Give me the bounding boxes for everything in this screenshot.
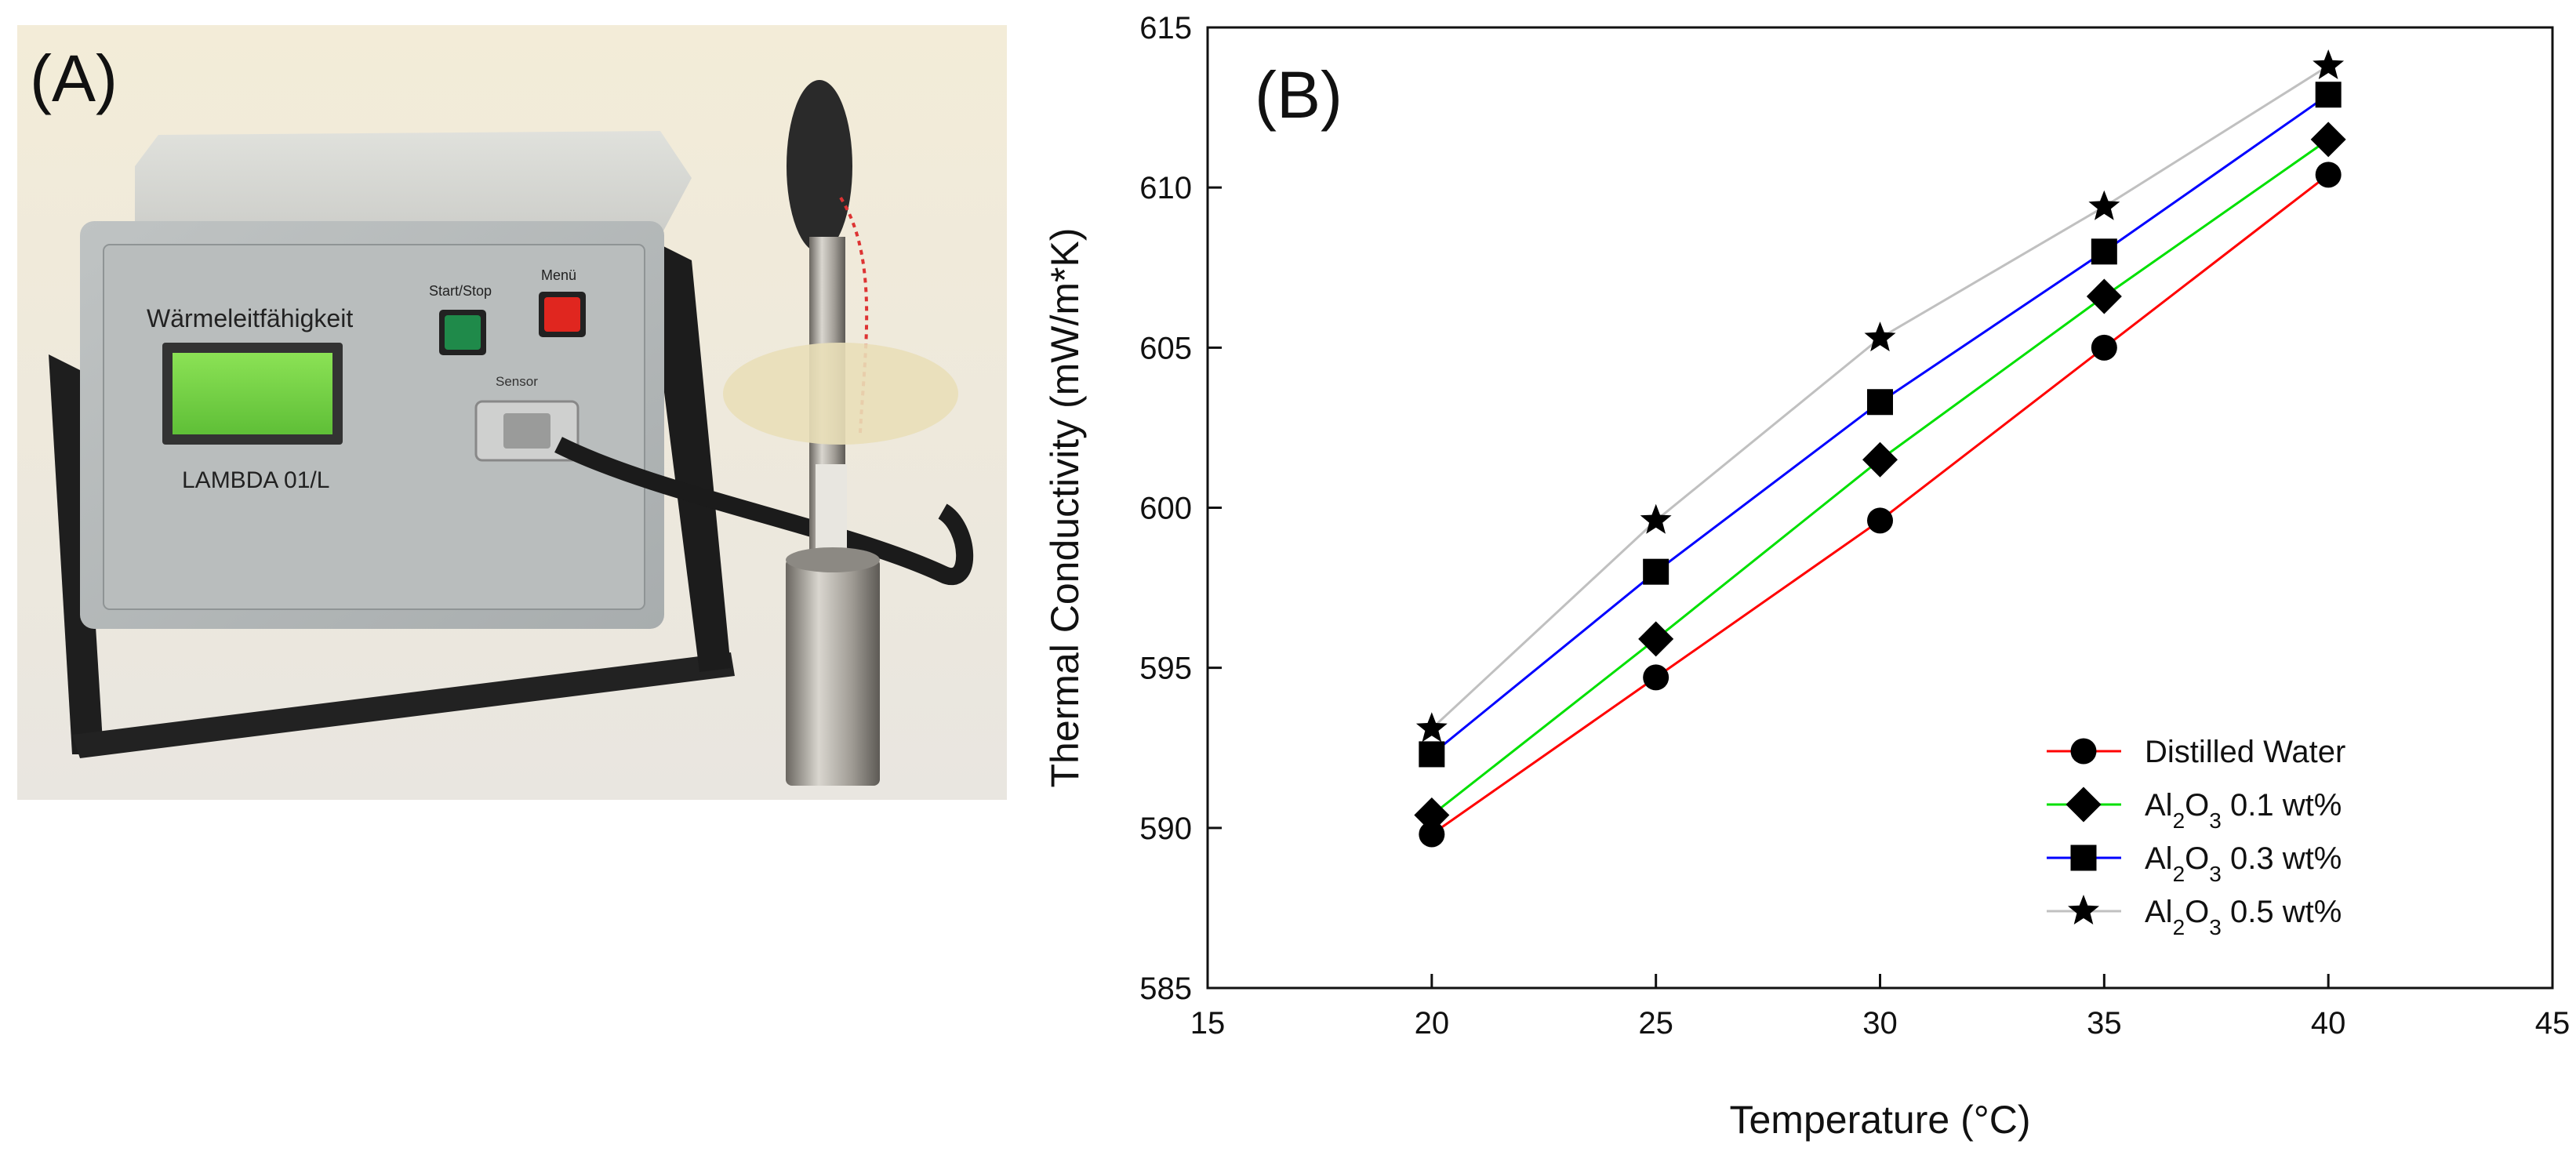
data-point-3-4: [2313, 49, 2345, 79]
panel-a-label: (A): [30, 42, 118, 115]
y-tick-label: 615: [1139, 11, 1192, 45]
menu-button: [544, 297, 580, 332]
start-stop-label: Start/Stop: [429, 283, 492, 299]
y-tick-label: 605: [1139, 331, 1192, 365]
chart-panel: 15 20 25 30 35 40 45 585 590 595 600 605 610 615 Dist…: [1019, 0, 2576, 1162]
legend: Distilled Water Al2O3 0.1 wt% Al2O3 0.3 wt…: [2047, 735, 2345, 939]
legend-entry-1: Al2O3 0.1 wt%: [2145, 788, 2342, 833]
series-markers: [1414, 49, 2346, 848]
probe-disc: [723, 343, 958, 445]
legend-entry-3: Al2O3 0.5 wt%: [2145, 895, 2342, 939]
data-point-0-4: [2315, 162, 2342, 188]
x-tick-label: 35: [2087, 1006, 2122, 1041]
x-tick-label: 20: [1415, 1006, 1450, 1041]
thermal-conductivity-chart: 15 20 25 30 35 40 45 585 590 595 600 605 610 615 Dist…: [1043, 11, 2570, 1142]
data-point-3-1: [1640, 503, 1672, 534]
y-tick-label: 590: [1139, 812, 1192, 846]
legend-entry-0: Distilled Water: [2145, 735, 2345, 769]
x-tick-label: 40: [2311, 1006, 2346, 1041]
series-line-2: [1430, 93, 2330, 756]
x-tick-label: 30: [1862, 1006, 1898, 1041]
y-tick-label: 610: [1139, 171, 1192, 205]
menu-label: Menü: [541, 267, 576, 283]
data-point-3-2: [1864, 321, 1896, 352]
data-point-0-1: [1643, 664, 1669, 691]
data-point-0-3: [2091, 334, 2117, 361]
legend-marker-1: [2066, 786, 2102, 823]
lcd-display: [173, 353, 332, 434]
x-tick-label: 25: [1638, 1006, 1673, 1041]
probe-holder: [787, 80, 852, 252]
data-point-2-3: [2091, 238, 2117, 265]
legend-marker-3: [2068, 895, 2099, 924]
x-tick-label: 15: [1190, 1006, 1226, 1041]
legend-marker-2: [2070, 845, 2097, 871]
data-point-2-0: [1419, 741, 1445, 768]
device-title-text: Wärmeleitfähigkeit: [147, 304, 353, 332]
data-point-2-1: [1643, 558, 1669, 585]
panel-b-label: (B): [1255, 58, 1342, 132]
data-point-1-0: [1414, 797, 1450, 833]
x-tick-label: 45: [2535, 1006, 2571, 1041]
data-point-2-2: [1867, 389, 1893, 416]
data-point-1-4: [2310, 122, 2346, 158]
x-axis-label: Temperature (°C): [1730, 1098, 2031, 1142]
device-model-text: LAMBDA 01/L: [182, 467, 329, 493]
data-point-1-2: [1862, 441, 1898, 478]
data-point-3-3: [2088, 190, 2120, 220]
legend-entry-2: Al2O3 0.3 wt%: [2145, 841, 2342, 886]
legend-marker-0: [2070, 738, 2097, 765]
sensor-label: Sensor: [496, 374, 538, 389]
y-tick-label: 585: [1139, 972, 1192, 1006]
start-stop-button: [445, 315, 481, 350]
data-point-1-3: [2086, 278, 2122, 314]
device-photo: Wärmeleitfähigkeit LAMBDA 01/L Start/Sto…: [17, 25, 1007, 800]
probe-cylinder: [786, 558, 880, 786]
y-axis-label: Thermal Conductivity (mW/m*K): [1043, 228, 1087, 788]
data-point-0-0: [1419, 821, 1445, 848]
chart-axes: 15 20 25 30 35 40 45 585 590 595 600 605 610 615: [1139, 11, 2570, 1041]
data-point-2-4: [2315, 82, 2342, 108]
data-point-0-2: [1867, 507, 1893, 534]
data-point-1-1: [1638, 621, 1674, 657]
y-tick-label: 595: [1139, 652, 1192, 686]
data-point-3-0: [1415, 712, 1448, 743]
y-tick-label: 600: [1139, 492, 1192, 526]
